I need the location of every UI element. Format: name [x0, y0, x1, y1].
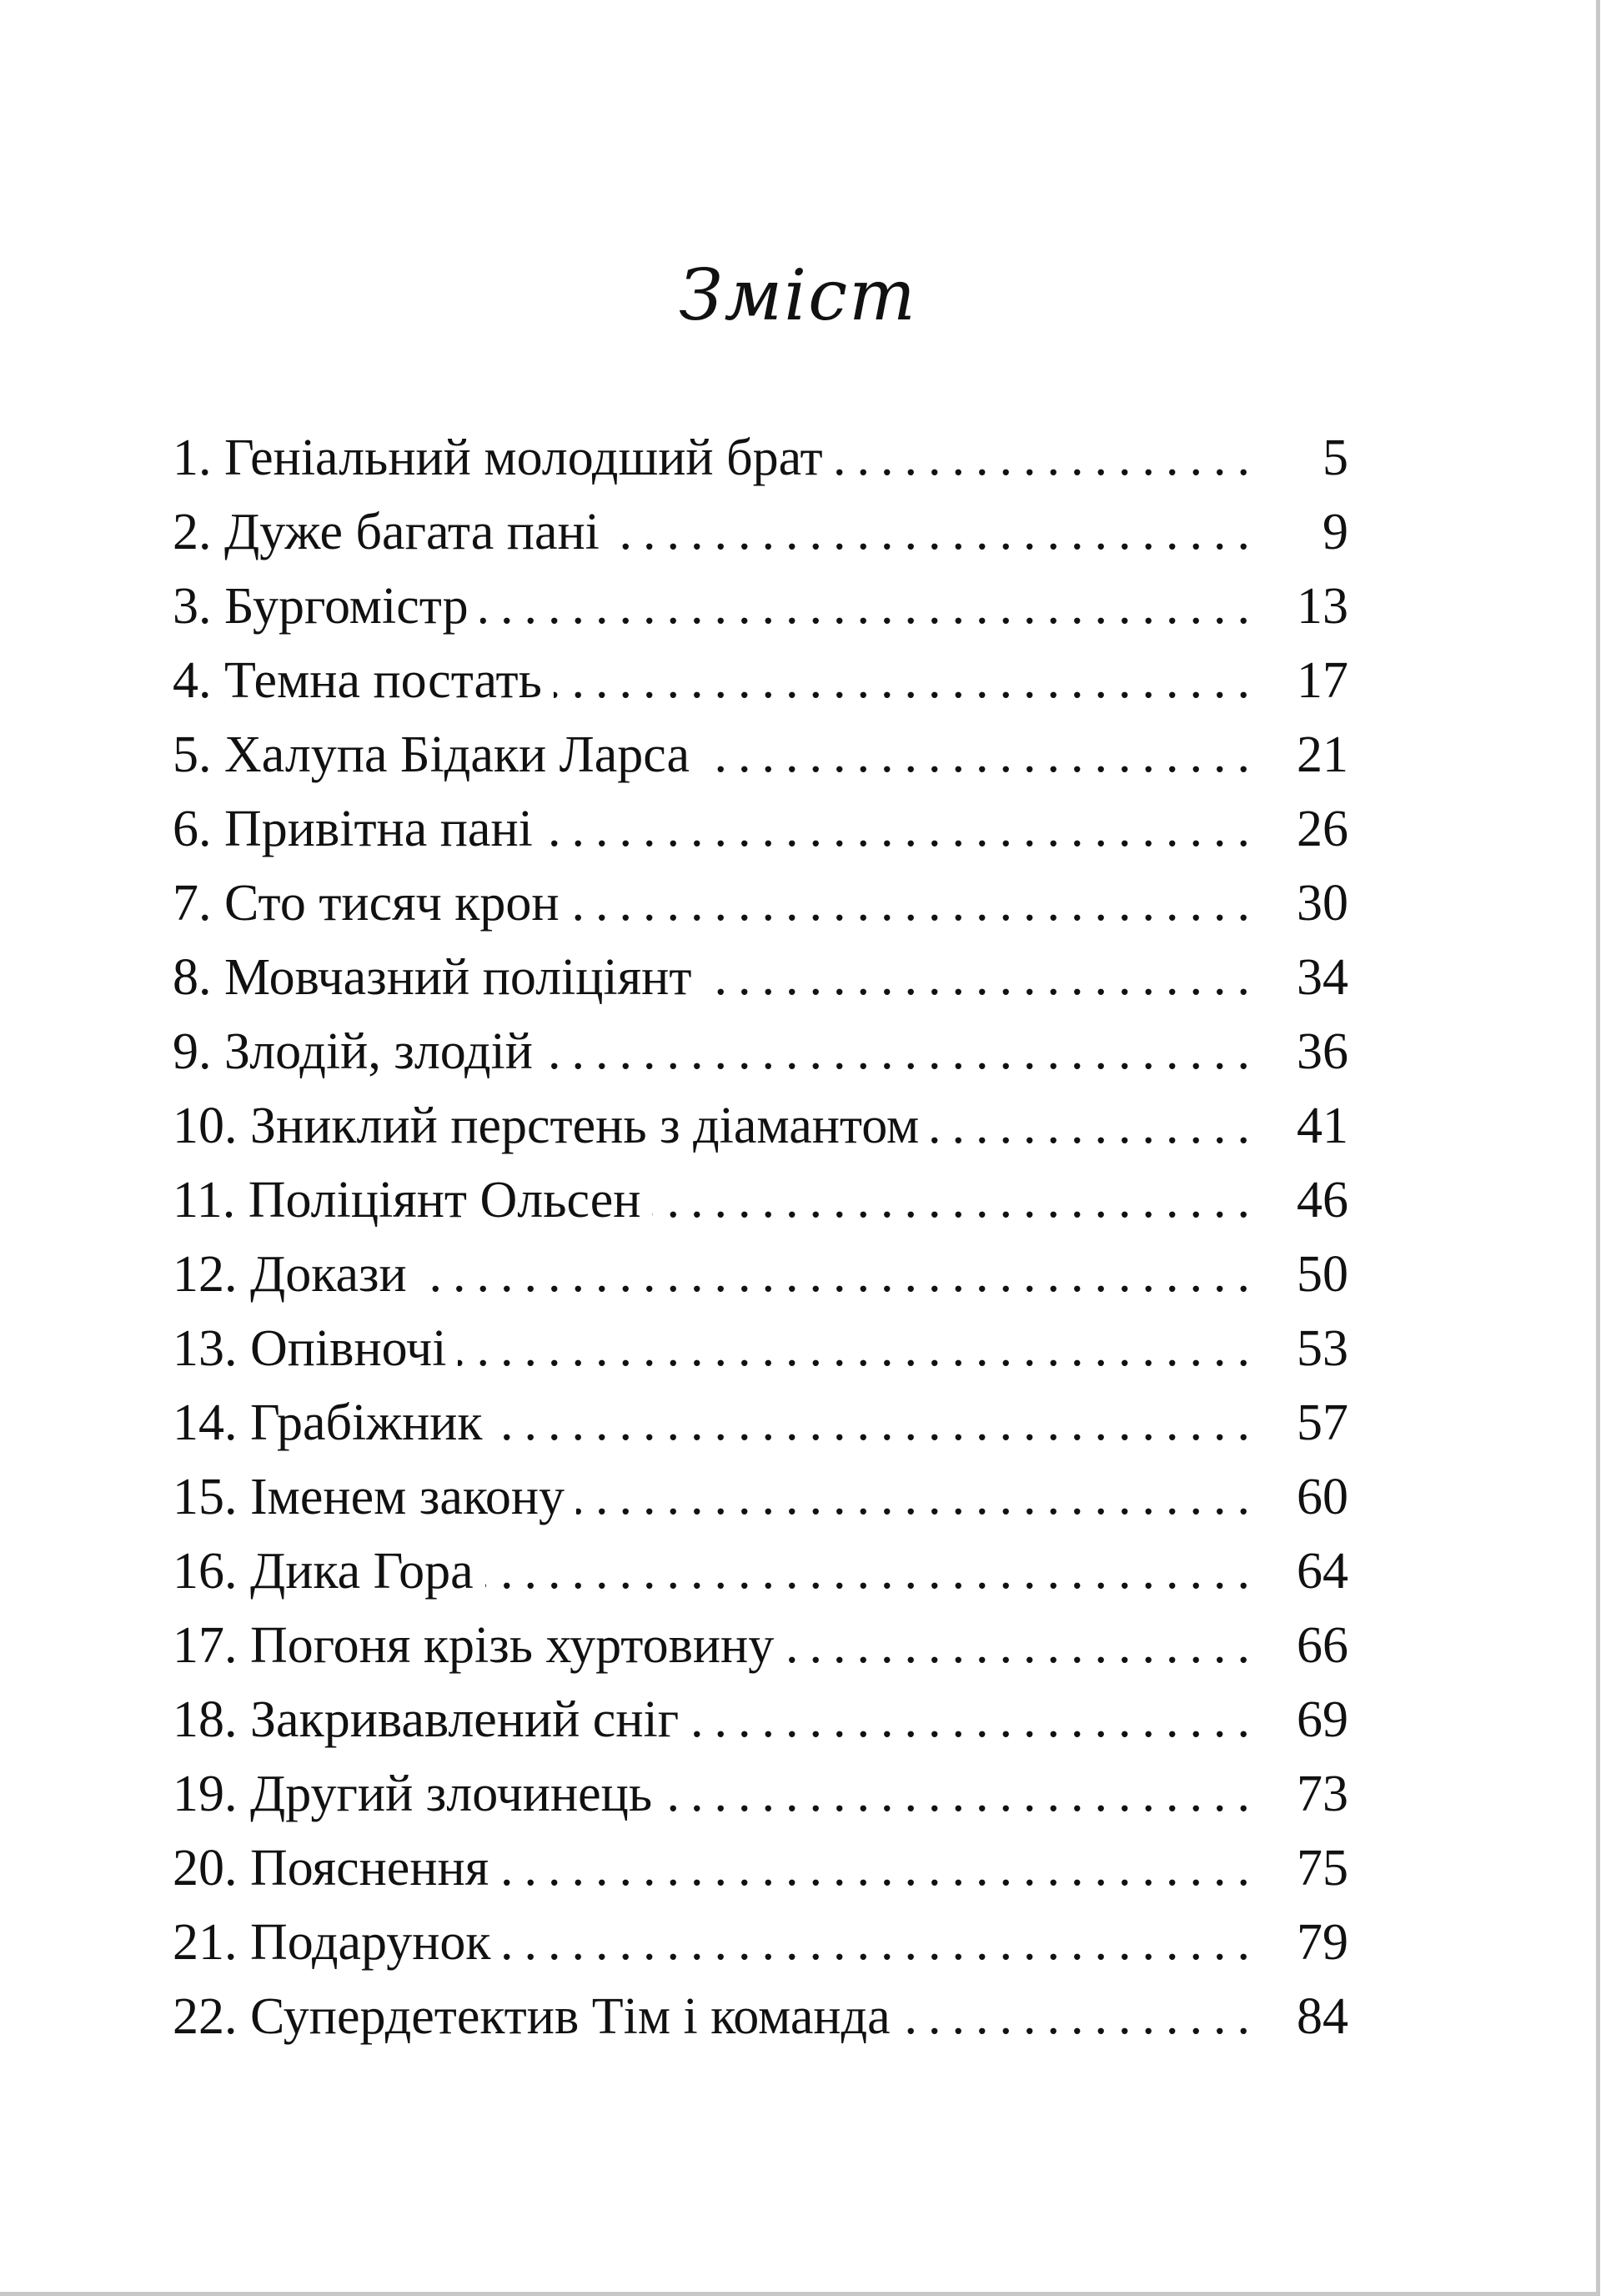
toc-entry-title: 22. Супердетектив Тім і команда — [173, 1988, 891, 2045]
page-title: Змiст — [679, 254, 917, 336]
toc-entry-title: 18. Закривавлений сніг — [173, 1691, 680, 1748]
dot-leader: ........................................… — [480, 578, 1261, 635]
toc-entry-title: 1. Геніальний молодший брат — [173, 430, 823, 486]
toc-entry-page: 53 — [1297, 1320, 1348, 1377]
toc-entry-page: 57 — [1297, 1394, 1348, 1451]
toc-entry: 17. Погоня крізь хуртовину..............… — [173, 1609, 1348, 1683]
toc-entry-page: 46 — [1297, 1172, 1348, 1228]
toc-entry: 11. Поліціянт Ольсен....................… — [173, 1163, 1348, 1238]
toc-entry: 21. Подарунок...........................… — [173, 1906, 1348, 1980]
toc-entry-page: 13 — [1297, 578, 1348, 635]
toc-entry: 3. Бургомістр...........................… — [173, 570, 1348, 644]
toc-entry-title: 2. Дуже багата пані — [173, 504, 600, 560]
toc-entry-page: 41 — [1297, 1098, 1348, 1154]
toc-entry-page: 69 — [1297, 1691, 1348, 1748]
dot-leader: ........................................… — [502, 1914, 1261, 1971]
toc-entry: 16. Дика Гора...........................… — [173, 1535, 1348, 1609]
toc-entry-title: 5. Халупа Бідаки Ларса — [173, 726, 690, 783]
toc-entry-page: 17 — [1297, 652, 1348, 709]
toc-entry: 14. Грабіжник...........................… — [173, 1386, 1348, 1460]
toc-entry: 22. Супердетектив Тім і команда.........… — [173, 1980, 1348, 2054]
toc-entry-title: 12. Докази — [173, 1246, 407, 1303]
toc-entry-page: 50 — [1297, 1246, 1348, 1303]
dot-leader: ........................................… — [485, 1543, 1261, 1600]
dot-leader: ........................................… — [576, 1469, 1261, 1525]
toc-entry-title: 15. Іменем закону — [173, 1469, 565, 1525]
toc-entry-page: 73 — [1297, 1766, 1348, 1822]
toc-entry: 9. Злодій, злодій.......................… — [173, 1015, 1348, 1089]
toc-entry-title: 4. Темна постать — [173, 652, 542, 709]
dot-leader: ........................................… — [545, 801, 1261, 857]
dot-leader: ........................................… — [664, 1766, 1261, 1822]
toc-entry: 19. Другий злочинець....................… — [173, 1757, 1348, 1831]
toc-entry-title: 19. Другий злочинець — [173, 1766, 653, 1822]
toc-entry-title: 7. Сто тисяч крон — [173, 875, 560, 932]
toc-entry-title: 8. Мовчазний поліціянт — [173, 949, 692, 1006]
toc-entry-page: 60 — [1297, 1469, 1348, 1525]
toc-entry-title: 21. Подарунок — [173, 1914, 491, 1971]
toc-entry: 12. Докази..............................… — [173, 1238, 1348, 1312]
dot-leader: ........................................… — [690, 1691, 1261, 1748]
toc-entry-title: 14. Грабіжник — [173, 1394, 483, 1451]
toc-entry-title: 9. Злодій, злодій — [173, 1023, 533, 1080]
toc-entry: 2. Дуже багата пані.....................… — [173, 495, 1348, 570]
dot-leader: ........................................… — [834, 430, 1261, 486]
toc-entry: 6. Привітна пані........................… — [173, 792, 1348, 867]
toc-entry-title: 3. Бургомістр — [173, 578, 469, 635]
toc-entry: 20. Пояснення...........................… — [173, 1831, 1348, 1906]
dot-leader: ........................................… — [458, 1320, 1261, 1377]
toc-entry: 8. Мовчазний поліціянт..................… — [173, 941, 1348, 1015]
dot-leader: ........................................… — [545, 1023, 1261, 1080]
toc-entry-title: 17. Погоня крізь хуртовину — [173, 1617, 775, 1674]
toc-entry-page: 79 — [1297, 1914, 1348, 1971]
toc-entry-page: 84 — [1297, 1988, 1348, 2045]
toc-entry: 10. Зниклий перстень з діамантом........… — [173, 1089, 1348, 1163]
dot-leader: ........................................… — [570, 875, 1261, 932]
toc-entry-page: 36 — [1297, 1023, 1348, 1080]
toc-entry-title: 20. Пояснення — [173, 1840, 489, 1897]
dot-leader: ........................................… — [701, 726, 1261, 783]
toc-entry-page: 34 — [1297, 949, 1348, 1006]
toc-entry: 1. Геніальний молодший брат.............… — [173, 421, 1348, 495]
toc-entry-page: 5 — [1322, 430, 1348, 486]
toc-entry-page: 26 — [1297, 801, 1348, 857]
toc-entry-page: 30 — [1297, 875, 1348, 932]
dot-leader: ........................................… — [419, 1246, 1261, 1303]
dot-leader: ........................................… — [553, 652, 1261, 709]
toc-entry: 5. Халупа Бідаки Ларса..................… — [173, 718, 1348, 792]
toc-entry-page: 21 — [1297, 726, 1348, 783]
toc-entry-title: 13. Опівночі — [173, 1320, 447, 1377]
dot-leader: ........................................… — [500, 1840, 1261, 1897]
dot-leader: ........................................… — [703, 949, 1261, 1006]
dot-leader: ........................................… — [785, 1617, 1261, 1674]
toc-entry: 4. Темна постать........................… — [173, 644, 1348, 718]
toc-entry: 18. Закривавлений сніг..................… — [173, 1683, 1348, 1757]
toc-entry-title: 16. Дика Гора — [173, 1543, 474, 1600]
dot-leader: ........................................… — [494, 1394, 1261, 1451]
toc-entry-page: 66 — [1297, 1617, 1348, 1674]
toc-entry-page: 64 — [1297, 1543, 1348, 1600]
dot-leader: ........................................… — [652, 1172, 1261, 1228]
toc-entry-title: 6. Привітна пані — [173, 801, 533, 857]
toc-entry: 7. Сто тисяч крон.......................… — [173, 867, 1348, 941]
dot-leader: ........................................… — [611, 504, 1261, 560]
toc-entry-page: 75 — [1297, 1840, 1348, 1897]
toc-entry: 15. Іменем закону.......................… — [173, 1460, 1348, 1535]
table-of-contents: 1. Геніальний молодший брат.............… — [173, 421, 1348, 2054]
toc-entry: 13. Опівночі............................… — [173, 1312, 1348, 1386]
toc-entry-title: 11. Поліціянт Ольсен — [173, 1172, 641, 1228]
dot-leader: ........................................… — [931, 1098, 1261, 1154]
dot-leader: ........................................… — [902, 1988, 1261, 2045]
toc-entry-page: 9 — [1322, 504, 1348, 560]
toc-entry-title: 10. Зниклий перстень з діамантом — [173, 1098, 920, 1154]
